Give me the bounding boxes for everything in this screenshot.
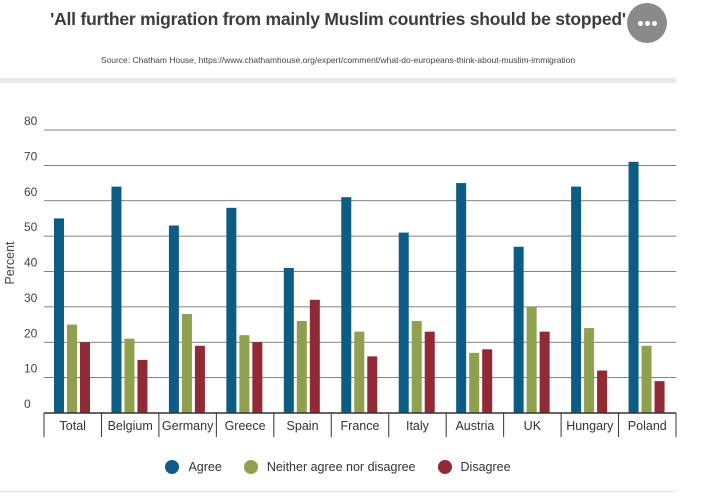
bar-neither-agree-nor-disagree-uk[interactable]	[526, 306, 537, 413]
bar-agree-belgium[interactable]	[111, 186, 122, 413]
bar-neither-agree-nor-disagree-hungary[interactable]	[584, 328, 595, 413]
bar-agree-germany[interactable]	[168, 225, 179, 413]
y-tick-label: 20	[24, 326, 38, 340]
chart-legend: Agree Neither agree nor disagree Disagree	[0, 460, 676, 474]
header-divider	[0, 78, 676, 83]
legend-swatch	[243, 460, 258, 474]
x-tick-label: UK	[524, 419, 542, 433]
bar-agree-france[interactable]	[341, 197, 352, 413]
y-axis-label: Percent	[3, 241, 17, 285]
y-tick-label: 50	[24, 220, 38, 234]
footer-divider	[0, 491, 676, 492]
x-tick-label: Total	[60, 419, 86, 433]
more-horizontal-icon-dot	[652, 21, 657, 26]
bar-neither-agree-nor-disagree-italy[interactable]	[411, 321, 422, 413]
y-tick-label: 70	[24, 149, 38, 163]
bar-agree-italy[interactable]	[398, 232, 409, 413]
bar-neither-agree-nor-disagree-belgium[interactable]	[124, 338, 135, 413]
bar-agree-greece[interactable]	[226, 207, 237, 413]
y-tick-label: 0	[24, 397, 31, 411]
legend-swatch	[165, 460, 180, 474]
bar-neither-agree-nor-disagree-spain[interactable]	[296, 321, 307, 413]
bar-agree-austria[interactable]	[456, 183, 467, 413]
more-horizontal-icon	[638, 21, 643, 26]
y-tick-label: 10	[24, 362, 38, 376]
bar-disagree-greece[interactable]	[252, 342, 263, 413]
bar-disagree-uk[interactable]	[539, 331, 550, 413]
bar-neither-agree-nor-disagree-greece[interactable]	[239, 335, 250, 413]
legend-item[interactable]: Disagree	[437, 460, 511, 474]
x-tick-label: Greece	[225, 419, 266, 433]
chart-source: Source: Chatham House, https://www.chath…	[100, 55, 576, 65]
bar-neither-agree-nor-disagree-france[interactable]	[354, 331, 365, 413]
legend-label: Agree	[188, 460, 222, 474]
x-tick-label: Germany	[162, 419, 214, 433]
legend-label: Disagree	[460, 460, 511, 474]
bar-agree-total[interactable]	[54, 218, 64, 413]
bar-agree-hungary[interactable]	[571, 186, 582, 413]
legend-item[interactable]: Neither agree nor disagree	[243, 460, 416, 474]
more-options-button[interactable]	[627, 3, 667, 43]
bar-neither-agree-nor-disagree-poland[interactable]	[641, 345, 652, 413]
more-horizontal-icon-dot	[645, 21, 650, 26]
bar-disagree-total[interactable]	[80, 342, 90, 413]
bar-agree-poland[interactable]	[628, 161, 639, 413]
legend-item[interactable]: Agree	[165, 460, 222, 474]
y-tick-label: 60	[24, 185, 38, 199]
bar-disagree-france[interactable]	[367, 356, 378, 413]
y-tick-label: 30	[24, 291, 38, 305]
chart-title: 'All further migration from mainly Musli…	[50, 9, 626, 29]
x-tick-label: Belgium	[108, 419, 153, 433]
bar-disagree-hungary[interactable]	[597, 370, 608, 413]
bar-disagree-poland[interactable]	[654, 381, 665, 413]
legend-label: Neither agree nor disagree	[266, 460, 416, 474]
x-tick-label: Italy	[406, 419, 430, 433]
bar-disagree-spain[interactable]	[309, 299, 320, 413]
x-tick-label: Poland	[628, 419, 667, 433]
y-tick-label: 80	[24, 114, 38, 128]
x-tick-label: Spain	[287, 419, 319, 433]
bar-neither-agree-nor-disagree-austria[interactable]	[469, 352, 480, 413]
bar-disagree-austria[interactable]	[482, 349, 493, 413]
bar-agree-spain[interactable]	[283, 267, 294, 413]
x-tick-label: Hungary	[566, 419, 614, 433]
x-tick-label: Austria	[455, 419, 494, 433]
bar-disagree-germany[interactable]	[194, 345, 205, 413]
bar-neither-agree-nor-disagree-total[interactable]	[67, 324, 77, 413]
bar-disagree-italy[interactable]	[424, 331, 435, 413]
x-tick-label: France	[341, 419, 380, 433]
bar-disagree-belgium[interactable]	[137, 359, 148, 413]
y-tick-label: 40	[24, 256, 38, 270]
bar-neither-agree-nor-disagree-germany[interactable]	[181, 313, 192, 413]
legend-swatch	[437, 460, 452, 474]
bar-agree-uk[interactable]	[513, 246, 524, 413]
